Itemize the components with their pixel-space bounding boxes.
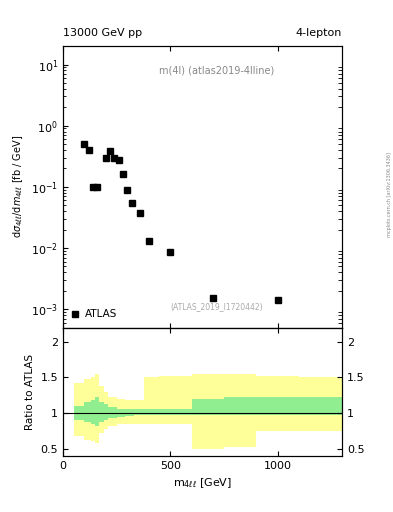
X-axis label: m$_{4\ell\ell}$ [GeV]: m$_{4\ell\ell}$ [GeV] — [173, 476, 232, 490]
ATLAS — [121, 172, 125, 178]
ATLAS — [86, 147, 91, 153]
ATLAS — [108, 148, 112, 155]
ATLAS — [125, 187, 130, 194]
ATLAS — [168, 249, 173, 255]
ATLAS — [138, 209, 143, 216]
Text: 13000 GeV pp: 13000 GeV pp — [63, 28, 142, 38]
ATLAS — [275, 297, 280, 304]
ATLAS — [103, 155, 108, 161]
ATLAS — [129, 200, 134, 206]
ATLAS — [82, 141, 87, 147]
Y-axis label: Ratio to ATLAS: Ratio to ATLAS — [25, 354, 35, 430]
Text: m(4l) (atlas2019-4lline): m(4l) (atlas2019-4lline) — [159, 66, 274, 76]
ATLAS — [211, 295, 215, 302]
Legend: ATLAS: ATLAS — [68, 306, 120, 323]
ATLAS — [90, 184, 95, 190]
Y-axis label: d$\sigma_{4\ell\ell}$/d$m_{4\ell\ell}$ [fb / GeV]: d$\sigma_{4\ell\ell}$/d$m_{4\ell\ell}$ [… — [12, 135, 26, 239]
Text: (ATLAS_2019_I1720442): (ATLAS_2019_I1720442) — [170, 302, 263, 311]
Text: mcplots.cern.ch [arXiv:1306.3436]: mcplots.cern.ch [arXiv:1306.3436] — [387, 152, 392, 237]
ATLAS — [116, 157, 121, 163]
ATLAS — [112, 155, 117, 161]
ATLAS — [146, 238, 151, 244]
ATLAS — [95, 184, 99, 190]
Text: 4-lepton: 4-lepton — [296, 28, 342, 38]
Line: ATLAS: ATLAS — [82, 141, 280, 303]
